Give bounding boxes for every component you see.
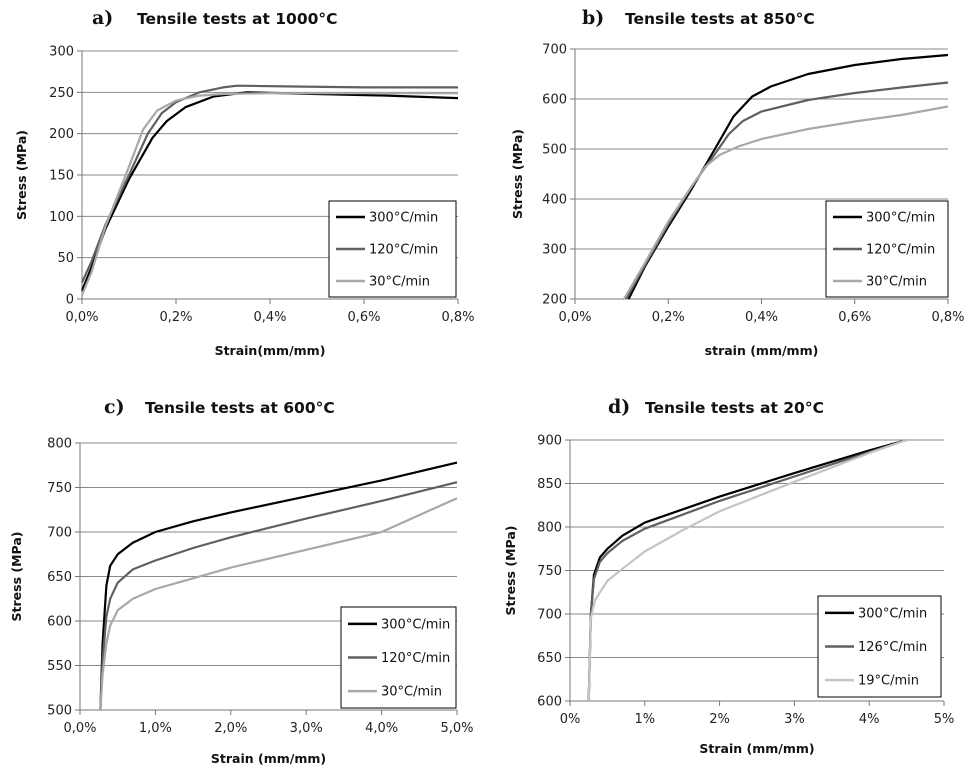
x-tick-label: 2% [709,712,730,727]
series-line-3 [587,438,907,702]
chart-panel-4: d) Tensile tests at 20°C 600 650 700 750 800 85… [503,396,954,756]
y-tick-label: 750 [47,481,72,496]
y-tick-label: 650 [537,651,562,666]
x-axis-title: Strain(mm/mm) [215,343,326,358]
x-tick-label: 0,0% [65,310,98,325]
series-line-3 [80,92,458,296]
y-tick-label: 500 [47,704,72,719]
legend-entry: 30°C/min [369,275,430,290]
chart-title: Tensile tests at 20°C [645,399,824,417]
series-line-2 [625,81,949,300]
legend-entry: 300°C/min [866,211,935,226]
series-line-1 [627,53,949,300]
x-axis-title: Strain (mm/mm) [211,751,326,766]
chart-title: Tensile tests at 600°C [145,399,335,417]
x-axis-title: Strain (mm/mm) [699,741,814,756]
y-tick-label: 850 [537,477,562,492]
chart-title: Tensile tests at 1000°C [137,10,338,28]
y-axis-title: Stress (MPa) [510,129,525,219]
y-tick-label: 800 [47,437,72,452]
y-tick-label: 750 [537,564,562,579]
y-tick-label: 0 [66,293,74,308]
x-tick-label: 0,0% [63,721,96,736]
x-tick-label: 0,8% [931,310,964,325]
chart-title: Tensile tests at 850°C [625,10,815,28]
series-line-1 [99,461,458,711]
x-tick-label: 1% [634,712,655,727]
x-tick-label: 0,8% [441,310,474,325]
legend-entry: 19°C/min [858,674,919,689]
x-tick-label: 0,4% [253,310,286,325]
y-tick-label: 800 [537,521,562,536]
y-tick-label: 500 [542,143,567,158]
x-tick-label: 0% [560,712,581,727]
legend-entry: 120°C/min [381,651,450,666]
chart-panel-3: c) Tensile tests at 600°C 500 550 600 650 700 7… [9,396,474,766]
x-tick-label: 3,0% [290,721,323,736]
y-tick-label: 700 [542,43,567,58]
x-tick-label: 0,6% [838,310,871,325]
legend-entry: 300°C/min [369,211,438,226]
legend-entry: 126°C/min [858,640,927,655]
chart-panel-1: a) Tensile tests at 1000°C 0 50 100 150 200 250… [14,7,475,358]
series-line-2 [99,481,458,711]
x-tick-label: 2,0% [214,721,247,736]
panel-label: c) [104,396,125,418]
legend: 300°C/min 120°C/min 30°C/min [825,200,949,298]
y-axis-title: Stress (MPa) [9,532,24,622]
legend-entry: 120°C/min [866,243,935,258]
legend: 300°C/min 126°C/min 19°C/min [817,595,942,698]
y-tick-label: 50 [57,251,74,266]
y-axis-title: Stress (MPa) [14,130,29,220]
legend-entry: 30°C/min [381,685,442,700]
panel-label: d) [608,396,630,418]
x-tick-label: 0,0% [558,310,591,325]
y-tick-label: 200 [542,293,567,308]
y-tick-label: 300 [49,45,74,60]
y-tick-label: 900 [537,434,562,449]
y-tick-label: 650 [47,570,72,585]
y-tick-label: 700 [47,526,72,541]
y-tick-label: 100 [49,210,74,225]
legend: 300°C/min 120°C/min 30°C/min [328,200,457,298]
legend-entry: 30°C/min [866,275,927,290]
y-tick-label: 600 [542,93,567,108]
legend-entry: 300°C/min [381,617,450,632]
x-tick-label: 5% [934,712,955,727]
y-axis-title: Stress (MPa) [503,526,518,616]
x-tick-label: 0,6% [347,310,380,325]
y-tick-label: 550 [47,659,72,674]
x-tick-label: 4% [859,712,880,727]
y-tick-label: 400 [542,193,567,208]
chart-panel-2: b) Tensile tests at 850°C 200 300 400 500 600 7… [510,7,965,358]
legend-entry: 300°C/min [858,606,927,621]
y-tick-label: 600 [47,615,72,630]
x-tick-label: 0,2% [159,310,192,325]
y-tick-label: 700 [537,608,562,623]
y-tick-label: 200 [49,127,74,142]
y-tick-label: 250 [49,86,74,101]
y-tick-label: 300 [542,243,567,258]
panel-label: b) [582,7,604,29]
panel-label: a) [92,7,113,29]
x-tick-label: 1,0% [139,721,172,736]
x-tick-label: 4,0% [365,721,398,736]
y-tick-label: 600 [537,695,562,710]
x-tick-label: 0,2% [652,310,685,325]
legend-entry: 120°C/min [369,243,438,258]
y-tick-label: 150 [49,169,74,184]
series-line-3 [99,497,458,711]
series-line-2 [587,438,907,702]
x-tick-label: 3% [784,712,805,727]
series-line-3 [623,105,949,300]
x-tick-label: 0,4% [745,310,778,325]
legend: 300°C/min 120°C/min 30°C/min [340,606,457,709]
x-tick-label: 5,0% [440,721,473,736]
x-axis-title: strain (mm/mm) [705,343,819,358]
